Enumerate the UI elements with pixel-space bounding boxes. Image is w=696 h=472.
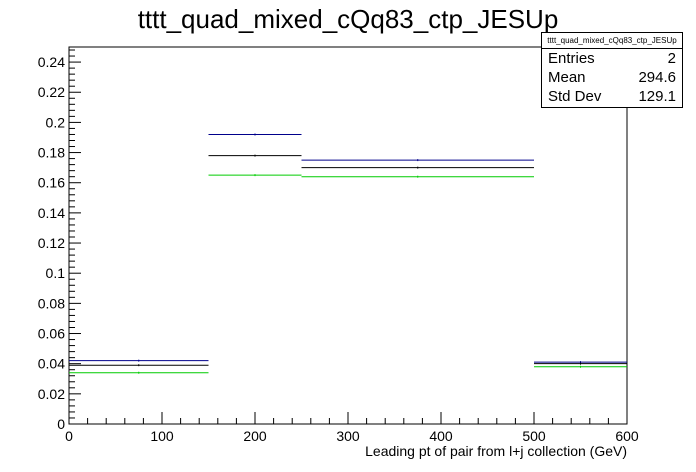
y-tick-label: 0.16 — [38, 175, 65, 191]
stats-value: 129.1 — [638, 88, 676, 105]
x-axis-label: Leading pt of pair from l+j collection (… — [365, 443, 627, 459]
y-tick-label: 0.08 — [38, 295, 65, 311]
y-tick-label: 0.18 — [38, 145, 65, 161]
y-tick-label: 0.24 — [38, 54, 65, 70]
y-tick-label: 0.02 — [38, 386, 65, 402]
x-tick-label: 500 — [522, 428, 546, 444]
stats-title: tttt_quad_mixed_cQq83_ctp_JESUp — [542, 33, 682, 49]
stats-value: 294.6 — [638, 69, 676, 86]
y-tick-label: 0.2 — [46, 114, 66, 130]
stats-box: tttt_quad_mixed_cQq83_ctp_JESUp Entries … — [541, 32, 683, 108]
stats-row-stddev: Std Dev 129.1 — [542, 87, 682, 106]
x-tick-label: 100 — [150, 428, 174, 444]
y-tick-label: 0.06 — [38, 326, 65, 342]
y-tick-label: 0.14 — [38, 205, 65, 221]
stats-value: 2 — [667, 50, 676, 67]
stats-label: Entries — [548, 50, 595, 67]
x-tick-label: 200 — [243, 428, 267, 444]
y-tick-label: 0.04 — [38, 356, 65, 372]
stats-row-entries: Entries 2 — [542, 49, 682, 68]
stats-row-mean: Mean 294.6 — [542, 68, 682, 87]
y-tick-label: 0.22 — [38, 84, 65, 100]
x-tick-label: 0 — [65, 428, 73, 444]
y-tick-label: 0 — [57, 416, 65, 432]
chart-title: tttt_quad_mixed_cQq83_ctp_JESUp — [137, 4, 559, 34]
x-tick-label: 300 — [336, 428, 360, 444]
x-tick-label: 600 — [615, 428, 639, 444]
y-tick-label: 0.1 — [46, 265, 66, 281]
stats-label: Mean — [548, 69, 586, 86]
x-tick-label: 400 — [429, 428, 453, 444]
y-tick-label: 0.12 — [38, 235, 65, 251]
stats-label: Std Dev — [548, 88, 602, 105]
